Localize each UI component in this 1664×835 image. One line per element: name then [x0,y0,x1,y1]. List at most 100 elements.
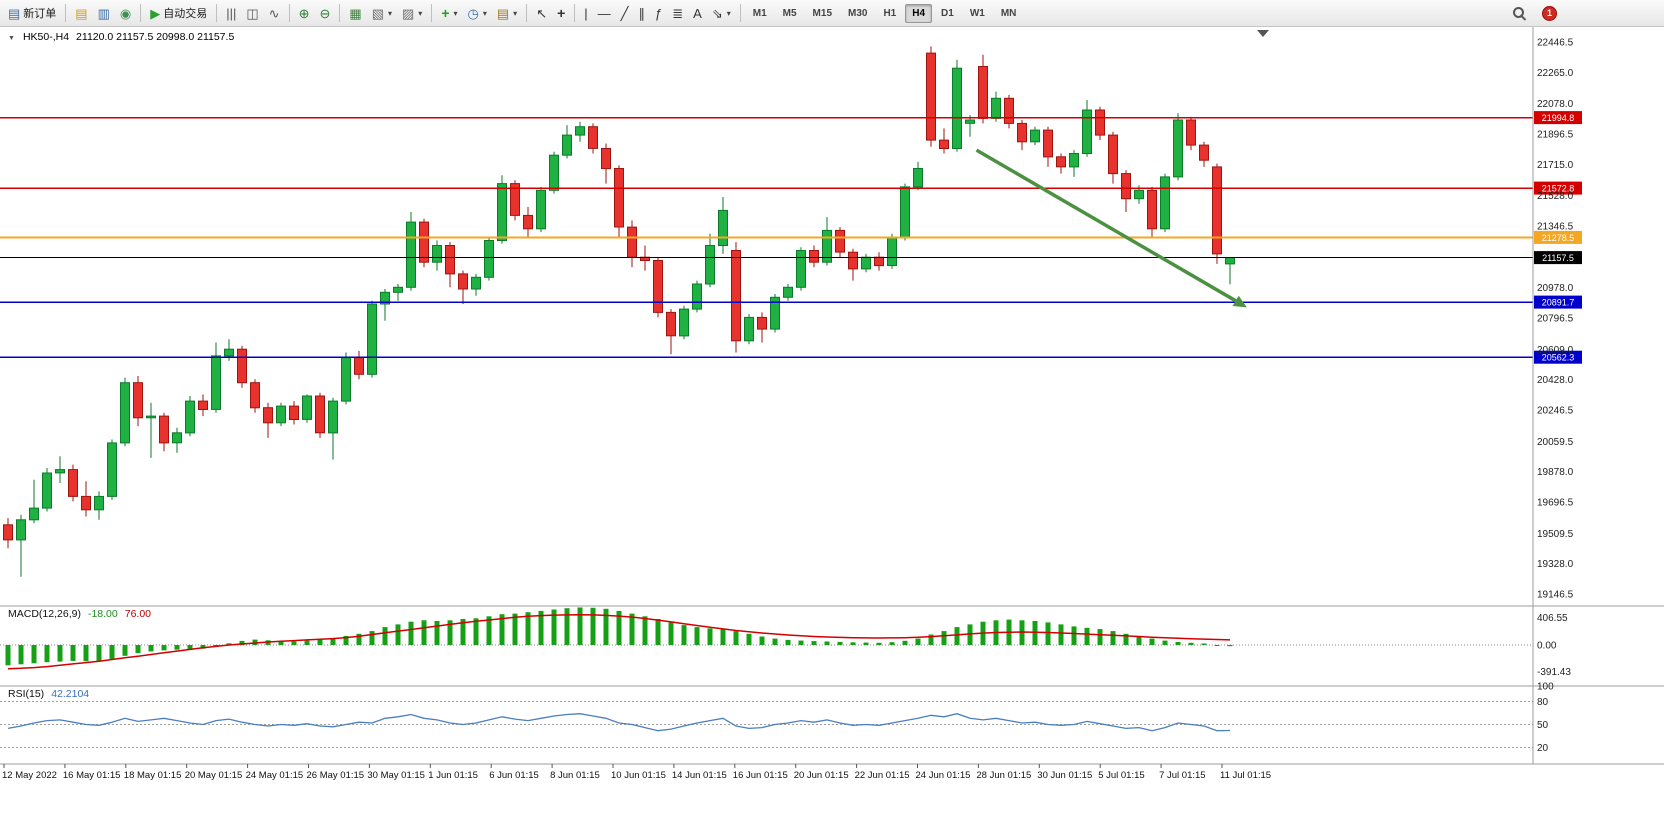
candle-body [393,286,403,293]
time-axis-label: 20 Jun 01:15 [794,770,849,781]
macd-histogram-bar [629,613,635,645]
crosshair-button[interactable]: + [552,2,570,24]
chart-context-icon[interactable]: ▼ [8,35,15,42]
timeframe-button-m1[interactable]: M1 [752,7,767,19]
candle-body [237,348,247,384]
candle-body [1199,144,1209,161]
trendline-button[interactable]: ╱ [616,2,634,24]
cascade-windows-button[interactable]: ▧ ▾ [367,2,397,24]
macd-histogram-bar [759,636,765,645]
trend-arrow-line[interactable] [975,148,1237,303]
candle-body [770,296,780,330]
rsi-value: 42.2104 [51,688,90,700]
macd-axis-label: -391.43 [1537,667,1571,678]
candlestick-chart-icon: ◫ [246,5,259,21]
fibonacci-button[interactable]: ƒ [650,2,667,24]
candle-body [757,316,767,330]
macd-histogram-bar [785,639,791,645]
new-order-button[interactable]: ▤ 新订单 [3,2,61,24]
candle-body [510,183,520,216]
horizontal-line-button[interactable]: — [593,2,616,24]
candle-body [523,214,533,230]
notifications-badge[interactable]: 1 [1542,5,1557,21]
zoom-out-button[interactable]: ⊖ [314,2,335,24]
vertical-line-button[interactable]: | [579,2,592,24]
candle-body [926,52,936,141]
timeframe-button-m5[interactable]: M5 [782,7,797,19]
bar-chart-button[interactable]: ||| [221,2,241,24]
macd-histogram-bar [200,645,206,649]
search-button[interactable] [1507,2,1532,24]
timeframe-button-mn[interactable]: MN [1000,7,1017,19]
candle-body [302,395,312,420]
macd-histogram-bar [668,622,674,645]
candle-body [198,400,208,411]
timeframe-button-m15[interactable]: M15 [812,7,832,19]
candle-body [575,126,585,136]
price-level-badge [1534,251,1582,265]
text-button[interactable]: A [688,2,707,24]
macd-histogram-bar [70,645,76,661]
macd-histogram-bar [720,629,726,645]
market-watch-button[interactable]: ▤ [70,2,92,24]
candle-body [1095,109,1105,136]
period-selector-button[interactable]: ◷ ▾ [463,2,492,24]
macd-histogram-bar [876,642,882,645]
zoom-in-icon: ⊕ [298,5,310,21]
macd-histogram-bar [902,640,908,645]
cursor-button[interactable]: ↖ [531,2,552,24]
price-level-badge-text: 21157.5 [1542,253,1574,263]
macd-histogram-bar [369,631,375,645]
add-indicator-button[interactable]: + ▾ [436,2,462,24]
template-button[interactable]: ▤ ▾ [492,2,522,24]
macd-histogram-bar [707,628,713,645]
timeframe-button-d1[interactable]: D1 [941,7,954,19]
arrows-button[interactable]: ⇘ ▾ [707,2,736,24]
candle-body [887,236,897,267]
candle-body [445,245,455,275]
shapes-button[interactable]: ≣ [667,2,688,24]
trend-arrow-head[interactable] [1232,295,1247,308]
tile-windows-button[interactable]: ▦ [344,2,366,24]
macd-axis-label: 0.00 [1537,641,1557,652]
chart-title: ▼ HK50-,H4 21120.0 21157.5 20998.0 21157… [8,31,234,43]
timeframe-button-w1[interactable]: W1 [969,7,985,19]
price-axis-label: 22078.0 [1537,99,1574,110]
timeframe-button-h4[interactable]: H4 [905,3,933,23]
chart-shift-marker[interactable] [1257,30,1269,37]
macd-histogram-bar [1045,622,1051,645]
autotrading-button[interactable]: ▶ 自动交易 [145,2,212,24]
zoom-in-button[interactable]: ⊕ [294,2,315,24]
macd-histogram-bar [967,624,973,645]
candle-body [666,311,676,337]
timeframe-button-h1[interactable]: H1 [883,7,897,19]
price-axis-label: 22265.0 [1537,68,1574,79]
candle-body [432,245,442,263]
macd-histogram-bar [5,645,11,666]
profiles-button[interactable]: ▨ ▾ [397,2,427,24]
data-window-button[interactable]: ▥ [93,2,115,24]
tile-windows-icon: ▦ [349,5,362,21]
toolbar-separator [526,4,528,22]
rsi-axis-label: 100 [1537,682,1554,693]
candle-body [692,283,702,310]
line-chart-button[interactable]: ∿ [264,2,285,24]
trendline-icon: ╱ [620,5,629,21]
price-axis-label: 21715.0 [1537,160,1574,171]
time-axis-label: 20 May 01:15 [185,770,243,781]
time-axis-label: 30 Jun 01:15 [1037,770,1092,781]
candle-body [1225,257,1235,265]
candlestick-chart-button[interactable]: ◫ [241,2,263,24]
time-axis-label: 30 May 01:15 [367,770,425,781]
candle-body [783,286,793,298]
candle-body [991,97,1001,119]
macd-histogram-bar [109,645,115,659]
navigator-button[interactable]: ◉ [115,2,136,24]
channel-button[interactable]: ∥ [634,2,651,24]
data-window-icon: ▥ [97,5,110,21]
channel-icon: ∥ [638,5,646,21]
macd-histogram-bar [1227,645,1233,647]
candle-body [341,357,351,402]
timeframe-button-m30[interactable]: M30 [848,7,868,19]
text-icon: A [693,5,702,21]
